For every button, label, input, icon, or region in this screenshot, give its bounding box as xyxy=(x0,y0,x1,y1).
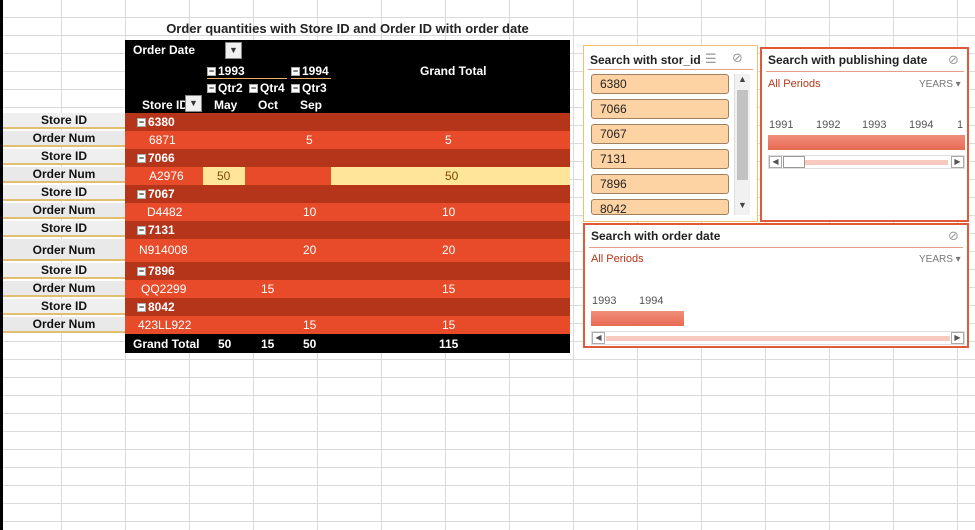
collapse-icon[interactable]: − xyxy=(207,83,216,94)
month-sep-header: Sep xyxy=(300,98,323,112)
publishing-date-timeline[interactable]: Search with publishing date ⊘ All Period… xyxy=(760,47,969,222)
sheet-left-edge xyxy=(0,0,3,530)
timeline-year[interactable]: 1993 xyxy=(592,295,617,307)
order-row[interactable]: QQ2299 15 15 xyxy=(125,280,570,298)
stor-id-slicer[interactable]: Search with stor_id ☰ ⊘ 6380 7066 7067 7… xyxy=(583,45,758,222)
scroll-down-icon[interactable]: ▼ xyxy=(738,200,747,210)
clear-filter-icon[interactable]: ⊘ xyxy=(948,228,959,243)
label-order-num[interactable]: Order Num xyxy=(3,317,125,333)
label-order-num[interactable]: Order Num xyxy=(3,239,125,261)
timeline-scrollbar[interactable]: ◀ ▶ xyxy=(591,331,965,345)
timeline-year[interactable]: 1991 xyxy=(769,119,794,131)
timeline-bar[interactable] xyxy=(768,135,965,150)
qtr3-header[interactable]: − Qtr3 xyxy=(291,81,327,95)
all-periods-label: All Periods xyxy=(768,78,821,90)
label-store-id[interactable]: Store ID xyxy=(3,299,125,315)
highlighted-cell[interactable] xyxy=(203,167,245,185)
label-store-id[interactable]: Store ID xyxy=(3,149,125,165)
qtr2-header[interactable]: − Qtr2 xyxy=(207,81,243,95)
order-row[interactable]: 423LL922 15 15 xyxy=(125,316,570,334)
timeline-scroll-handle[interactable] xyxy=(783,156,805,168)
scroll-up-icon[interactable]: ▲ xyxy=(738,74,747,84)
store-row[interactable]: −6380 xyxy=(125,113,570,131)
scroll-right-icon[interactable]: ▶ xyxy=(951,332,964,344)
collapse-icon[interactable]: − xyxy=(249,83,258,94)
highlighted-cell[interactable] xyxy=(331,167,570,185)
clear-filter-icon[interactable]: ⊘ xyxy=(948,52,959,67)
pivot-title: Order quantities with Store ID and Order… xyxy=(166,21,529,36)
store-id-filter-button[interactable]: ▼ xyxy=(185,95,202,112)
month-may-header: May xyxy=(214,98,238,112)
collapse-icon[interactable]: − xyxy=(137,302,146,313)
multi-select-icon[interactable]: ☰ xyxy=(705,51,717,66)
scrollbar-thumb[interactable] xyxy=(737,90,748,180)
store-row[interactable]: −8042 xyxy=(125,298,570,316)
slicer-item[interactable]: 7066 xyxy=(591,99,729,119)
year-1993-header[interactable]: −1993 xyxy=(207,64,287,79)
order-row[interactable]: N914008 20 20 xyxy=(125,239,570,262)
label-store-id[interactable]: Store ID xyxy=(3,185,125,201)
all-periods-label: All Periods xyxy=(591,253,644,265)
timeline-scrollbar[interactable]: ◀ ▶ xyxy=(768,155,965,169)
label-order-num[interactable]: Order Num xyxy=(3,281,125,297)
label-store-id[interactable]: Store ID xyxy=(3,221,125,237)
timeline-bar[interactable] xyxy=(591,311,684,326)
slicer-item[interactable]: 7131 xyxy=(591,149,729,169)
grand-total-row[interactable]: Grand Total 50 15 50 115 xyxy=(133,337,459,351)
scroll-left-icon[interactable]: ◀ xyxy=(769,156,782,168)
label-order-num[interactable]: Order Num xyxy=(3,131,125,147)
label-order-num[interactable]: Order Num xyxy=(3,167,125,183)
slicer-item[interactable]: 6380 xyxy=(591,74,729,94)
timeline-year[interactable]: 1993 xyxy=(862,119,887,131)
slicer-item[interactable]: 7067 xyxy=(591,124,729,144)
collapse-icon[interactable]: − xyxy=(291,83,300,94)
qtr4-header[interactable]: − Qtr4 xyxy=(249,81,285,95)
label-store-id[interactable]: Store ID xyxy=(3,263,125,279)
timeline-level-selector[interactable]: YEARS ▾ xyxy=(919,254,961,265)
slicer-item[interactable]: 7896 xyxy=(591,174,729,194)
label-store-id[interactable]: Store ID xyxy=(3,113,125,129)
order-row[interactable]: D4482 10 10 xyxy=(125,203,570,221)
clear-filter-icon[interactable]: ⊘ xyxy=(732,50,743,65)
store-row[interactable]: −7131 xyxy=(125,221,570,239)
store-row[interactable]: −7896 xyxy=(125,262,570,280)
month-oct-header: Oct xyxy=(258,98,279,112)
collapse-icon[interactable]: − xyxy=(137,117,146,128)
order-date-timeline[interactable]: Search with order date ⊘ All Periods YEA… xyxy=(583,223,969,348)
order-row[interactable]: A2976 50 50 xyxy=(125,167,570,185)
label-order-num[interactable]: Order Num xyxy=(3,203,125,219)
timeline-year[interactable]: 1994 xyxy=(909,119,934,131)
collapse-icon[interactable]: − xyxy=(137,266,146,277)
timeline-title: Search with publishing date xyxy=(768,53,928,67)
collapse-icon[interactable]: − xyxy=(291,66,300,77)
pivot-table[interactable]: Order Date ▼ −1993 −1994 Grand Total − Qt… xyxy=(125,40,570,353)
order-date-filter-button[interactable]: ▼ xyxy=(225,42,242,59)
slicer-item[interactable]: 8042 xyxy=(591,199,729,215)
year-1994-header[interactable]: −1994 xyxy=(291,64,331,79)
collapse-icon[interactable]: − xyxy=(137,153,146,164)
timeline-year[interactable]: 1992 xyxy=(816,119,841,131)
collapse-icon[interactable]: − xyxy=(207,66,216,77)
store-id-header: Store ID xyxy=(142,98,189,112)
collapse-icon[interactable]: − xyxy=(137,189,146,200)
store-row[interactable]: −7067 xyxy=(125,185,570,203)
scroll-right-icon[interactable]: ▶ xyxy=(951,156,964,168)
grand-total-header: Grand Total xyxy=(420,64,487,78)
timeline-level-selector[interactable]: YEARS ▾ xyxy=(919,79,961,90)
timeline-year[interactable]: 1994 xyxy=(639,295,664,307)
order-date-label: Order Date xyxy=(133,43,196,57)
timeline-title: Search with order date xyxy=(591,229,721,243)
store-row[interactable]: −7066 xyxy=(125,149,570,167)
slicer-title: Search with stor_id xyxy=(590,53,701,67)
collapse-icon[interactable]: − xyxy=(137,225,146,236)
order-row[interactable]: 6871 5 5 xyxy=(125,131,570,149)
slicer-scrollbar[interactable]: ▲ ▼ xyxy=(734,74,750,215)
timeline-year[interactable]: 1 xyxy=(957,119,964,131)
scroll-left-icon[interactable]: ◀ xyxy=(592,332,605,344)
